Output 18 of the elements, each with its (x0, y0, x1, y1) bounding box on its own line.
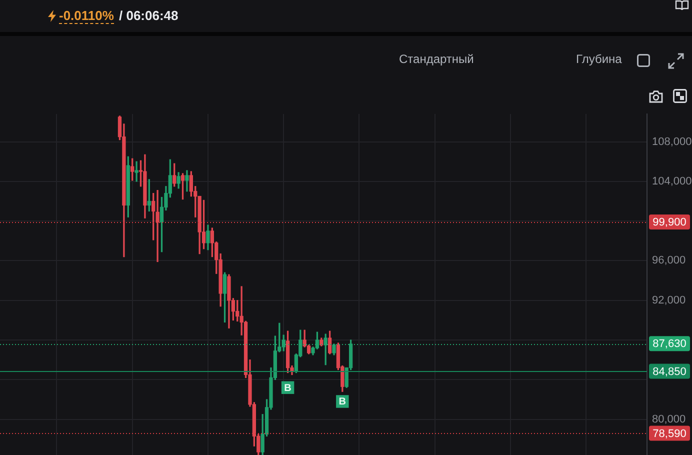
text: Стандартный (399, 52, 474, 67)
candlestick (134, 161, 138, 182)
y-tick-label: 80,000 (652, 413, 686, 426)
candlestick (185, 170, 189, 192)
text: / 06:06:48 (119, 8, 178, 23)
y-tick-label: 108,000 (652, 136, 692, 148)
ref-line-label: 78,590 (652, 428, 686, 440)
series-label: B (284, 382, 292, 394)
text: -0.0110% (59, 8, 114, 24)
ref-line-label: 84,850 (652, 366, 686, 378)
ref-line-label: 87,630 (652, 338, 686, 350)
y-tick-label: 96,000 (652, 254, 686, 267)
ref-line-label: 99,900 (652, 216, 686, 229)
y-tick-label: 104,000 (652, 175, 692, 188)
text: Глубина (576, 52, 622, 67)
y-tick-label: 92,000 (652, 294, 686, 306)
candlestick (156, 190, 160, 262)
text: B (338, 396, 346, 408)
